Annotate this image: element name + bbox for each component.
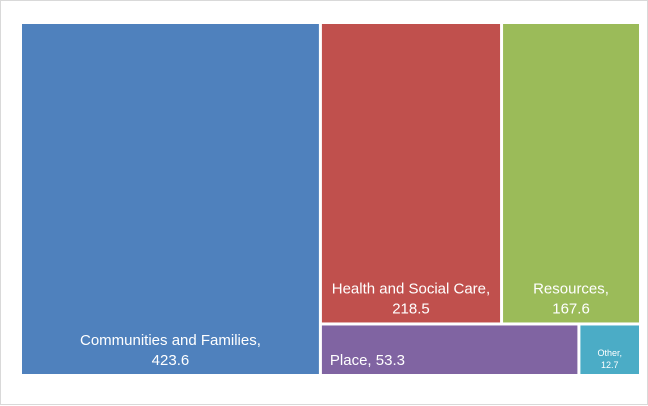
tile-label-line: Place, 53.3	[330, 352, 405, 369]
tile-label-resources: Resources, 167.6	[533, 281, 609, 318]
tile-label-line: Health and Social Care,	[332, 281, 490, 298]
tile-label-line: 218.5	[392, 300, 430, 317]
tile-other	[580, 325, 639, 374]
tile-communities-and-families	[22, 24, 319, 374]
tile-label-line: 12.7	[601, 360, 619, 370]
tile-label-health-and-social-care: Health and Social Care, 218.5	[332, 281, 490, 318]
tile-label-line: Other,	[597, 348, 622, 358]
tile-label-line: 423.6	[152, 352, 190, 369]
tile-label-other: Other, 12.7	[597, 348, 622, 370]
tile-place	[321, 325, 578, 374]
tile-label-communities-and-families: Communities and Families, 423.6	[80, 332, 261, 369]
tile-label-line: 167.6	[552, 300, 590, 317]
tile-label-line: Communities and Families,	[80, 332, 261, 349]
tile-label-place: Place, 53.3	[330, 352, 405, 369]
tile-resources	[503, 24, 639, 323]
tile-label-line: Resources,	[533, 281, 609, 298]
tile-health-and-social-care	[321, 24, 501, 323]
